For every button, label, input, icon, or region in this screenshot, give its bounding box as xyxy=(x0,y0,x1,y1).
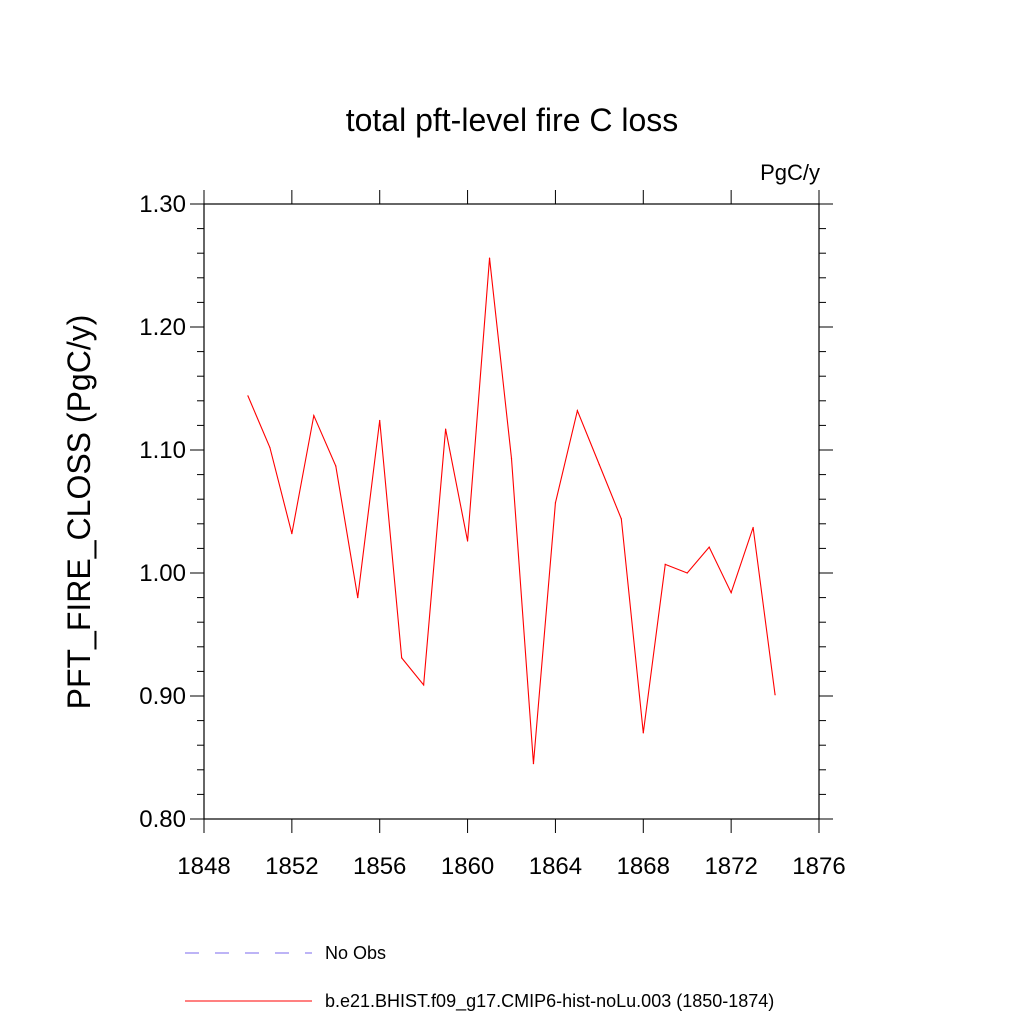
x-tick-label: 1876 xyxy=(792,853,845,880)
x-tick-label: 1856 xyxy=(353,853,406,880)
data-point xyxy=(247,395,249,397)
x-tick-label: 1860 xyxy=(441,853,494,880)
legend: No Obs b.e21.BHIST.f09_g17.CMIP6-hist-no… xyxy=(185,943,774,1012)
data-point xyxy=(774,694,776,696)
axis-ticks xyxy=(190,190,833,833)
data-point xyxy=(445,428,447,430)
data-point xyxy=(708,546,710,548)
data-point xyxy=(730,592,732,594)
data-point xyxy=(269,446,271,449)
data-point xyxy=(554,502,557,504)
x-tick-label: 1868 xyxy=(617,853,670,880)
y-tick-label: 0.80 xyxy=(139,806,186,833)
plot-frame xyxy=(203,203,820,820)
data-point xyxy=(620,518,622,520)
x-tick-label: 1852 xyxy=(265,853,318,880)
data-point xyxy=(291,533,293,535)
data-point xyxy=(576,410,578,412)
data-point xyxy=(752,526,754,529)
x-tick-label: 1864 xyxy=(529,853,582,880)
data-point xyxy=(401,657,403,659)
y-tick-label: 1.30 xyxy=(139,191,186,218)
data-point xyxy=(664,563,666,565)
data-point xyxy=(313,414,315,417)
data-point xyxy=(423,684,425,686)
y-tick-label: 1.00 xyxy=(139,560,186,587)
y-tick-label: 1.20 xyxy=(139,314,186,341)
data-point xyxy=(686,572,688,574)
data-point xyxy=(642,732,644,734)
chart-title: total pft-level fire C loss xyxy=(346,102,679,138)
axis-tick-labels: 1848 1852 1856 1860 1864 1868 1872 1876 0.80 0.90… xyxy=(139,191,845,880)
data-point xyxy=(335,465,337,467)
y-axis-label: PFT_FIRE_CLOSS (PgC/y) xyxy=(61,315,97,710)
data-point xyxy=(466,540,469,542)
data-point xyxy=(488,257,491,259)
series-group xyxy=(247,257,776,765)
x-tick-label: 1848 xyxy=(177,853,230,880)
legend-series-label: b.e21.BHIST.f09_g17.CMIP6-hist-noLu.003 … xyxy=(325,991,774,1012)
units-label: PgC/y xyxy=(760,160,820,185)
data-point xyxy=(532,763,535,765)
y-tick-label: 0.90 xyxy=(139,683,186,710)
data-point xyxy=(357,597,359,599)
x-tick-label: 1872 xyxy=(704,853,757,880)
legend-no-obs-label: No Obs xyxy=(325,943,386,963)
data-point xyxy=(510,458,513,460)
y-tick-label: 1.10 xyxy=(139,437,186,464)
data-point xyxy=(379,419,381,422)
data-point xyxy=(598,464,600,466)
